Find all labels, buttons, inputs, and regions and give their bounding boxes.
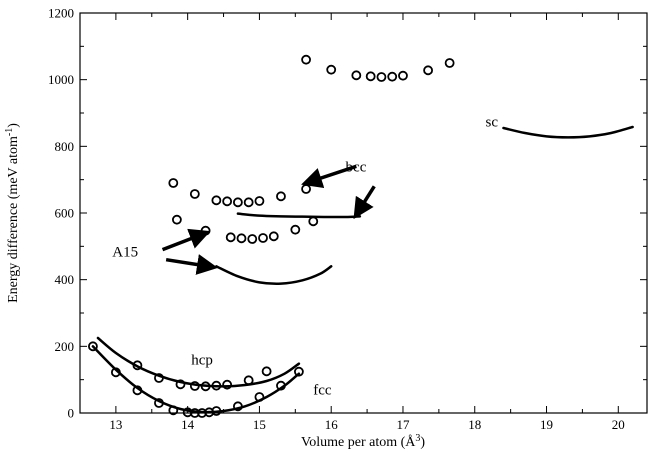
- a15-data-point: [225, 232, 236, 243]
- fcc-data-point: [254, 392, 265, 402]
- fcc-data-point: [88, 341, 98, 352]
- hcp-data-point: [243, 375, 254, 386]
- bcc-data-point: [276, 191, 286, 202]
- bcc-fit-curve: [236, 212, 362, 219]
- bcc-data-point: [211, 195, 222, 206]
- fcc-data-point: [211, 406, 222, 416]
- sc-data-point: [351, 70, 362, 81]
- fcc-data-point: [294, 366, 304, 377]
- a15-data-point: [247, 234, 258, 244]
- a15-data-point: [171, 214, 182, 225]
- hcp-data-point: [175, 379, 186, 390]
- sc-data-point: [387, 71, 398, 82]
- a15-label: A15: [112, 244, 138, 260]
- hcp-data-point: [189, 381, 200, 391]
- annotation-arrow: [301, 164, 357, 189]
- annotation-arrow: [165, 254, 218, 275]
- a15-data-point: [268, 231, 279, 242]
- bcc-data-point: [168, 178, 179, 188]
- bcc-data-point: [301, 184, 311, 194]
- y-tick-label: 1000: [48, 72, 74, 87]
- sc-data-point: [376, 72, 387, 82]
- fcc-label: fcc: [313, 383, 332, 399]
- sc-data-point: [326, 64, 337, 75]
- hcp-data-point: [154, 373, 164, 383]
- a15-fit-curve: [215, 265, 333, 286]
- y-axis-label: Energy difference (meV atom-1): [4, 123, 21, 303]
- series-layer: [88, 54, 634, 418]
- fcc-data-point: [232, 401, 243, 412]
- a15-data-point: [308, 216, 319, 227]
- sc-fit-curve: [502, 125, 634, 139]
- x-tick-label: 20: [612, 417, 625, 432]
- y-tick-label: 400: [55, 272, 75, 287]
- hcp-data-point: [211, 380, 222, 391]
- y-tick-label: 200: [55, 339, 75, 354]
- fcc-data-point: [276, 380, 286, 391]
- a15-data-point: [236, 233, 247, 244]
- hcp-data-point: [261, 366, 272, 377]
- sc-data-point: [444, 58, 455, 68]
- sc-data-point: [301, 54, 311, 65]
- hcp-data-point: [200, 381, 211, 392]
- bcc-data-point: [254, 196, 265, 206]
- bcc-data-point: [243, 197, 254, 208]
- fcc-data-point: [110, 367, 121, 378]
- bcc-data-point: [189, 189, 200, 199]
- hcp-data-point: [222, 379, 233, 390]
- a15-data-point: [290, 224, 301, 235]
- annotations: fcc hcp A15 bcc sc: [112, 114, 498, 398]
- fcc-data-point: [132, 385, 143, 396]
- hcp-data-point: [132, 360, 143, 371]
- y-tick-label: 600: [55, 206, 75, 221]
- fcc-fit-curve: [91, 345, 301, 414]
- fcc-data-point: [168, 405, 179, 416]
- bcc-data-point: [232, 197, 243, 208]
- x-tick-label: 16: [325, 417, 339, 432]
- sc-data-point: [398, 70, 408, 81]
- a15-data-point: [258, 233, 268, 243]
- y-tick-label: 800: [55, 139, 75, 154]
- annotation-arrow: [161, 228, 211, 252]
- sc-data-point: [365, 71, 376, 82]
- bcc-data-point: [222, 196, 233, 207]
- bcc-label: bcc: [346, 159, 367, 175]
- hcp-label: hcp: [191, 353, 213, 369]
- sc-data-point: [423, 65, 433, 76]
- x-axis-label: Volume per atom (Å3): [301, 433, 425, 450]
- plot-frame: [79, 12, 648, 414]
- x-tick-label: 13: [109, 417, 122, 432]
- annotation-arrow: [353, 185, 376, 220]
- x-tick-label: 19: [540, 417, 553, 432]
- y-tick-label: 1200: [48, 6, 74, 21]
- fcc-data-point: [154, 398, 164, 408]
- sc-label: sc: [486, 114, 499, 130]
- x-tick-label: 15: [253, 417, 266, 432]
- x-tick-label: 18: [468, 417, 481, 432]
- y-tick-label: 0: [68, 406, 75, 421]
- x-tick-label: 17: [396, 417, 410, 432]
- x-tick-label: 14: [181, 417, 195, 432]
